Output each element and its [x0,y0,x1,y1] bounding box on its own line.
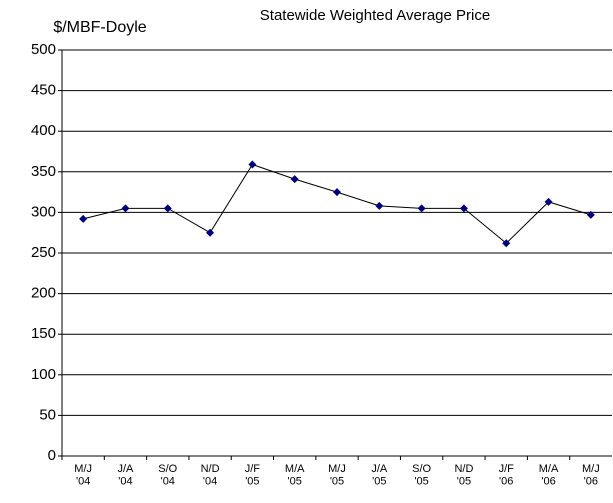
data-point [502,239,511,248]
data-point [248,160,257,169]
x-tick-label: S/O '04 [158,463,177,488]
x-tick-label: M/J '05 [328,463,346,488]
x-tick-label: M/J '06 [582,463,600,488]
data-point [79,214,88,223]
data-point [375,201,384,210]
y-tick-label: 400 [31,122,56,139]
y-tick-label: 150 [31,325,56,342]
x-tick-label: S/O '05 [412,463,431,488]
x-tick-label: J/F '05 [245,463,261,488]
y-tick-label: 450 [31,82,56,99]
x-tick-label: M/A '05 [285,463,305,488]
series-line [83,163,591,244]
y-tick-label: 500 [31,41,56,58]
x-tick-label: N/D '04 [201,463,220,488]
y-tick-label: 350 [31,163,56,180]
data-point [206,228,215,237]
data-point [544,197,553,206]
y-tick-label: 300 [31,203,56,220]
y-axis-label: $/MBF-Doyle [53,19,146,36]
x-tick-label: J/A '05 [371,463,388,488]
data-point [417,204,426,213]
y-tick-label: 0 [48,447,56,464]
y-tick-label: 250 [31,244,56,261]
x-tick-label: M/A '06 [539,463,559,488]
x-tick-label: J/A '04 [118,463,135,488]
chart-title: Statewide Weighted Average Price [260,7,490,24]
y-tick-label: 100 [31,366,56,383]
x-tick-label: M/J '04 [74,463,92,488]
x-tick-label: J/F '06 [499,463,515,488]
y-tick-label: 200 [31,285,56,302]
data-point [333,188,341,197]
data-point [163,204,172,213]
data-point [290,175,299,184]
y-tick-label: 50 [39,406,56,423]
data-point [586,210,595,219]
data-point [459,204,468,213]
x-tick-label: N/D '05 [454,463,473,488]
data-point [121,204,130,213]
